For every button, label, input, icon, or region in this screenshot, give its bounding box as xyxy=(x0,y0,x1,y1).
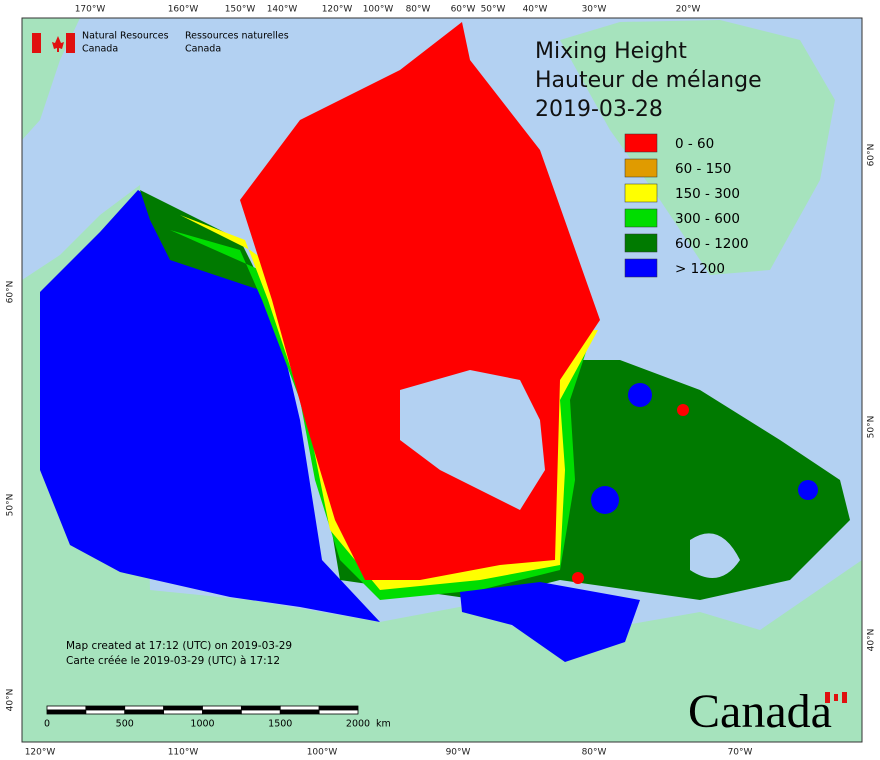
wordmark: Canada xyxy=(688,685,832,738)
agency-name: Natural Resources xyxy=(82,31,169,42)
longitude-label: 20°W xyxy=(676,5,701,15)
usa-land xyxy=(22,185,862,742)
scale-unit: km xyxy=(376,719,391,730)
scale-segment xyxy=(318,709,359,715)
scale-segment xyxy=(202,709,242,715)
latitude-label: 40°N xyxy=(6,689,16,712)
blob xyxy=(591,486,619,514)
logo: Natural Resources Canada Ressources natu… xyxy=(32,31,289,55)
flag-bar xyxy=(842,692,847,703)
scale-label: 1000 xyxy=(190,719,214,730)
scale-label: 2000 xyxy=(346,719,370,730)
legend-label: 300 - 600 xyxy=(675,211,740,227)
credit: Map created at 17:12 (UTC) on 2019-03-29 xyxy=(66,640,292,652)
region-green xyxy=(140,190,850,600)
legend-swatch xyxy=(624,158,658,178)
latitude-label: 60°N xyxy=(867,144,877,167)
region-southeast xyxy=(460,582,640,662)
scale-segment xyxy=(240,709,281,715)
agency-name: Canada xyxy=(185,44,221,55)
scale-segment xyxy=(46,709,87,715)
scale-label: 0 xyxy=(44,719,50,730)
longitude-label: 100°W xyxy=(307,748,338,758)
hudson-bay xyxy=(400,370,545,510)
scale-segment xyxy=(318,705,359,711)
longitude-label: 90°W xyxy=(446,748,471,758)
scale-segment xyxy=(163,705,203,711)
map xyxy=(21,17,863,743)
agency-name: Ressources naturelles xyxy=(185,31,289,42)
longitude-label: 40°W xyxy=(523,5,548,15)
legend-label: 150 - 300 xyxy=(675,186,740,202)
scale-label: 500 xyxy=(116,719,134,730)
scale-segment xyxy=(85,709,126,715)
latitude-label: 60°N xyxy=(6,281,16,304)
scale-segment xyxy=(46,705,87,711)
agency-name: Canada xyxy=(82,44,118,55)
longitude-label: 100°W xyxy=(363,5,394,15)
scale-segment xyxy=(124,705,165,711)
longitude-label: 160°W xyxy=(168,5,199,15)
scale-bar: 0 500 1000 1500 2000 km xyxy=(44,705,391,730)
flag-bar xyxy=(825,692,830,703)
longitude-label: 170°W xyxy=(75,5,106,15)
longitude-label: 70°W xyxy=(728,748,753,758)
longitude-label: 110°W xyxy=(168,748,199,758)
scale-segment xyxy=(279,709,320,715)
legend-label: > 1200 xyxy=(675,261,725,277)
legend-label: 0 - 60 xyxy=(675,136,714,152)
scale-segment xyxy=(202,705,242,711)
legend-swatch xyxy=(624,133,658,153)
latitude-label: 50°N xyxy=(867,416,877,439)
longitude-label: 120°W xyxy=(25,748,56,758)
scale-segment xyxy=(163,709,203,715)
blob xyxy=(628,383,652,407)
greenland xyxy=(560,20,835,275)
map-title: Hauteur de mélange xyxy=(535,68,762,93)
longitude-label: 80°W xyxy=(582,748,607,758)
latitude-label: 40°N xyxy=(867,629,877,652)
flag-bar xyxy=(32,33,41,53)
map-title: Mixing Height xyxy=(535,39,687,64)
longitude-label: 50°W xyxy=(481,5,506,15)
maple-leaf xyxy=(52,36,64,52)
latitude-label: 50°N xyxy=(6,494,16,517)
flag-bar xyxy=(66,33,75,53)
longitude-label: 140°W xyxy=(267,5,298,15)
scale-segment xyxy=(240,705,281,711)
blob xyxy=(677,404,689,416)
blob xyxy=(572,572,584,584)
scale-segment xyxy=(85,705,126,711)
longitude-label: 150°W xyxy=(225,5,256,15)
map-date: 2019-03-28 xyxy=(535,97,663,122)
legend-label: 60 - 150 xyxy=(675,161,731,177)
longitude-label: 120°W xyxy=(322,5,353,15)
gulf-st-lawrence xyxy=(690,533,740,578)
legend-label: 600 - 1200 xyxy=(675,236,749,252)
legend-swatch xyxy=(624,183,658,203)
scale-segment xyxy=(279,705,320,711)
scale-segment xyxy=(124,709,165,715)
scale-label: 1500 xyxy=(268,719,292,730)
map-frame xyxy=(21,17,863,743)
graticule-labels: 170°W 160°W 150°W 140°W 120°W 100°W 80°W 60°W 50… xyxy=(6,5,877,758)
longitude-label: 80°W xyxy=(406,5,431,15)
legend: 0 - 60 60 - 150 150 - 300 300 - 600 600 - 12… xyxy=(624,133,749,278)
wordmark-flag xyxy=(825,692,847,703)
legend-swatch xyxy=(624,258,658,278)
longitude-label: 30°W xyxy=(582,5,607,15)
legend-swatch xyxy=(624,208,658,228)
legend-swatch xyxy=(624,233,658,253)
region-west xyxy=(40,190,380,622)
longitude-label: 60°W xyxy=(451,5,476,15)
blob xyxy=(798,480,818,500)
maple-leaf xyxy=(834,694,838,701)
credit: Carte créée le 2019-03-29 (UTC) à 17:12 xyxy=(66,655,280,667)
